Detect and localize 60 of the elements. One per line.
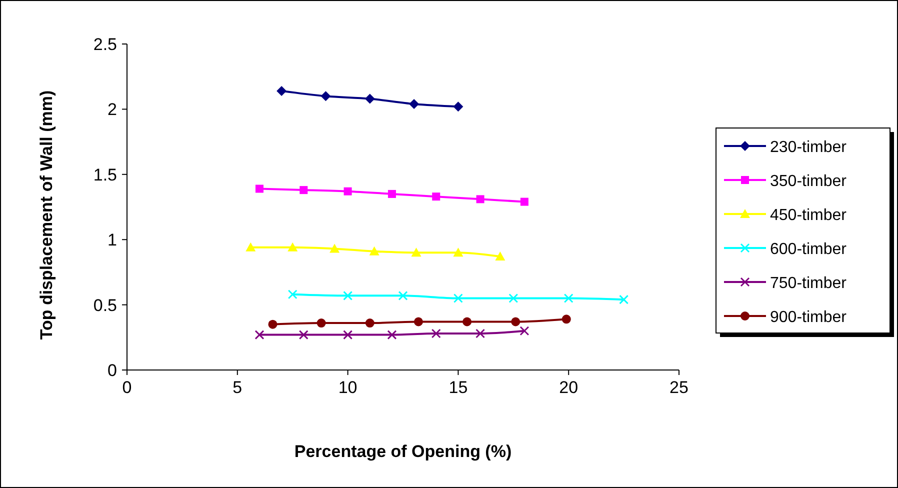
- y-axis-title: Top displacement of Wall (mm): [37, 90, 56, 340]
- point: [453, 294, 463, 304]
- point: [365, 318, 374, 328]
- point: [462, 317, 472, 326]
- point: [320, 91, 331, 102]
- x-tick-label: 25: [670, 378, 688, 397]
- point: [619, 294, 629, 304]
- point: [298, 330, 308, 340]
- point: [453, 102, 464, 112]
- point: [476, 328, 486, 338]
- point: [343, 330, 353, 340]
- y-tick-label: 2: [108, 100, 117, 120]
- point: [398, 290, 408, 300]
- x-tick-label: 20: [559, 378, 578, 397]
- point: [387, 330, 397, 340]
- point: [409, 98, 420, 109]
- y-tick-label: 1: [108, 230, 117, 250]
- point: [564, 294, 574, 304]
- point: [453, 248, 464, 257]
- legend-label: 350-timber: [770, 173, 848, 190]
- point: [255, 184, 264, 193]
- point: [288, 290, 298, 300]
- point: [343, 290, 353, 300]
- legend-label: 230-timber: [770, 139, 848, 156]
- point: [288, 242, 298, 252]
- y-tick-label: 2.5: [93, 35, 117, 54]
- point: [369, 246, 380, 256]
- point: [330, 244, 340, 253]
- y-tick-label: 1.5: [93, 165, 117, 184]
- point: [276, 86, 287, 96]
- point: [344, 187, 352, 196]
- y-tick-label: 0.5: [93, 296, 117, 315]
- point: [495, 252, 506, 261]
- point: [364, 94, 375, 104]
- legend-label: 750-timber: [770, 275, 848, 292]
- x-tick-label: 10: [338, 378, 358, 397]
- point: [246, 242, 256, 252]
- point: [520, 198, 528, 206]
- x-tick-label: 0: [122, 378, 132, 397]
- point: [431, 328, 441, 338]
- point: [520, 326, 530, 336]
- legend-label: 900-timber: [770, 309, 848, 326]
- x-tick-label: 5: [232, 378, 242, 397]
- point: [414, 317, 423, 326]
- point: [268, 320, 278, 329]
- x-tick-label: 15: [448, 378, 468, 397]
- point: [254, 330, 264, 340]
- point: [562, 314, 571, 324]
- point: [432, 192, 440, 201]
- point: [508, 294, 518, 304]
- point: [411, 248, 422, 257]
- x-axis-title: Percentage of Opening (%): [294, 442, 512, 461]
- point: [316, 318, 326, 328]
- legend-label: 450-timber: [770, 207, 848, 224]
- legend-label: 600-timber: [770, 241, 848, 258]
- point: [388, 190, 396, 198]
- y-tick-label: 0: [108, 361, 117, 380]
- point: [476, 195, 484, 204]
- point: [511, 317, 520, 326]
- point: [300, 186, 308, 194]
